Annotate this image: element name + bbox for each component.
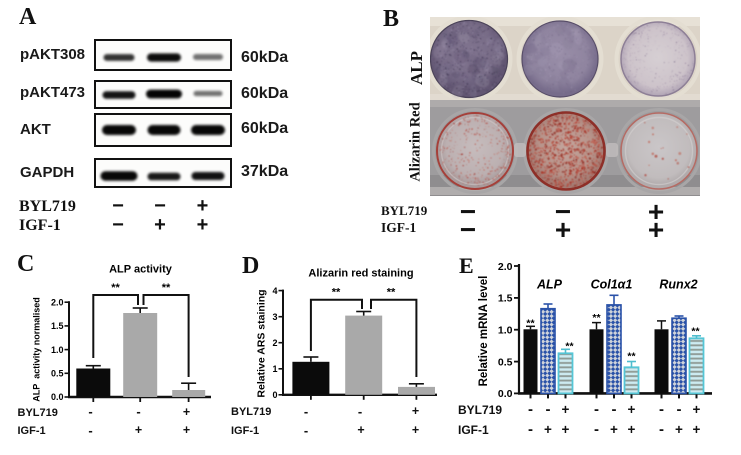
- svg-text:Relative mRNA level: Relative mRNA level: [478, 276, 490, 387]
- svg-text:1.0: 1.0: [51, 345, 64, 355]
- svg-text:Runx2: Runx2: [659, 278, 697, 292]
- svg-text:1.0: 1.0: [498, 325, 513, 337]
- svg-text:0.5: 0.5: [498, 356, 513, 368]
- svg-text:**: **: [387, 287, 396, 299]
- svg-text:0.0: 0.0: [498, 388, 513, 400]
- svg-text:**: **: [111, 282, 120, 294]
- svg-text:ALP activity normalised: ALP activity normalised: [32, 297, 42, 402]
- svg-text:Alizarin red staining: Alizarin red staining: [308, 268, 413, 280]
- svg-text:2.0: 2.0: [498, 261, 513, 273]
- svg-text:**: **: [627, 351, 636, 363]
- svg-text:**: **: [691, 326, 700, 338]
- svg-text:0.5: 0.5: [51, 369, 64, 379]
- svg-text:4: 4: [272, 286, 277, 296]
- svg-text:**: **: [526, 318, 535, 330]
- svg-text:ALP: ALP: [536, 278, 563, 292]
- svg-text:0: 0: [272, 390, 277, 400]
- svg-text:**: **: [332, 287, 341, 299]
- svg-text:3: 3: [272, 312, 277, 322]
- svg-text:1.5: 1.5: [51, 321, 64, 331]
- svg-text:**: **: [565, 341, 574, 353]
- svg-text:1: 1: [272, 364, 277, 374]
- svg-text:**: **: [162, 282, 171, 294]
- svg-text:0.0: 0.0: [51, 392, 64, 402]
- svg-text:1.5: 1.5: [498, 293, 513, 305]
- svg-text:2: 2: [272, 338, 277, 348]
- svg-text:ALP activity: ALP activity: [109, 264, 173, 276]
- svg-text:**: **: [592, 312, 601, 324]
- svg-text:2.0: 2.0: [51, 297, 64, 307]
- svg-text:Relative ARS staining: Relative ARS staining: [256, 289, 268, 397]
- svg-text:Col1α1: Col1α1: [591, 278, 633, 292]
